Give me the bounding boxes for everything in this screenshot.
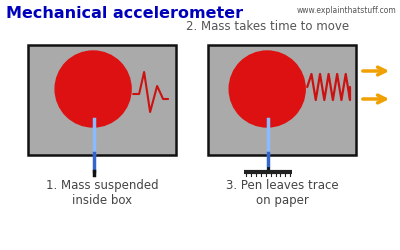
Text: 3. Pen leaves trace
on paper: 3. Pen leaves trace on paper xyxy=(226,179,338,207)
Bar xyxy=(28,45,176,155)
Circle shape xyxy=(55,51,131,127)
Text: 1. Mass suspended
inside box: 1. Mass suspended inside box xyxy=(46,179,158,207)
Text: Mechanical accelerometer: Mechanical accelerometer xyxy=(6,6,243,21)
Text: www.explainthatstuff.com: www.explainthatstuff.com xyxy=(296,6,396,15)
Circle shape xyxy=(229,51,305,127)
Bar xyxy=(208,45,356,155)
Text: 2. Mass takes time to move: 2. Mass takes time to move xyxy=(186,20,350,33)
